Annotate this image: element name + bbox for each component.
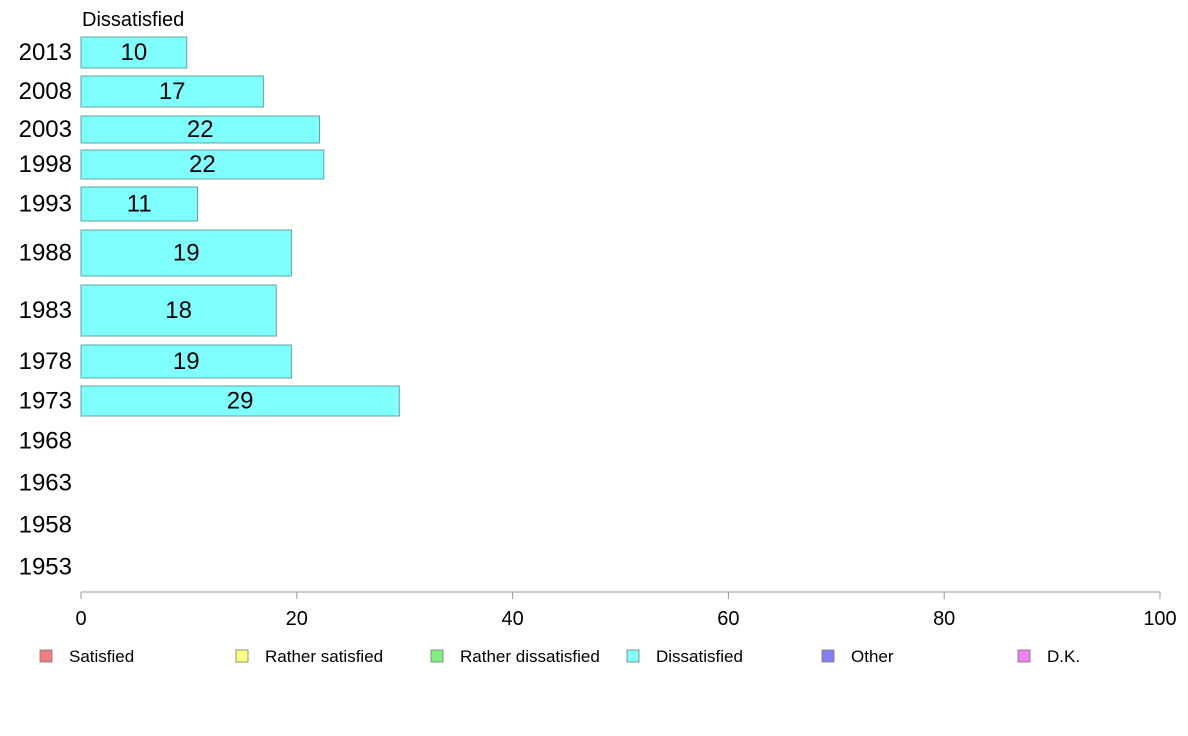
category-label-1993: 1993	[19, 191, 72, 218]
category-labels: 2013 2008 2003 1998 1993 1988 1983 1978 1973 1968…	[19, 39, 72, 581]
x-tick-label-40: 40	[501, 608, 523, 630]
legend-swatch-rather-dissatisfied	[430, 649, 444, 663]
legend-swatch-dissatisfied	[626, 649, 640, 663]
bar-2003	[80, 115, 320, 144]
bar-value-label-2013: 10	[121, 39, 148, 66]
bar-1998	[80, 149, 325, 180]
bar-value-label-2008: 17	[159, 78, 186, 105]
category-label-1973: 1973	[19, 388, 72, 415]
legend-label-rather-dissatisfied: Rather dissatisfied	[460, 647, 600, 666]
category-label-2013: 2013	[19, 39, 72, 66]
category-label-1998: 1998	[19, 151, 72, 178]
panel-title: Dissatisfied	[82, 9, 184, 31]
legend-swatch-rather-satisfied	[235, 649, 249, 663]
category-label-1953: 1953	[19, 554, 72, 581]
bar-1983	[80, 284, 277, 337]
bar-2013	[80, 36, 188, 69]
x-tick-label-0: 0	[75, 608, 86, 630]
legend: Satisfied Rather satisfied Rather dissatis…	[39, 647, 1080, 666]
x-tick-label-100: 100	[1143, 608, 1176, 630]
legend-label-satisfied: Satisfied	[69, 647, 134, 666]
x-tick-label-20: 20	[286, 608, 308, 630]
category-label-1983: 1983	[19, 297, 72, 324]
bar-value-label-1983: 18	[165, 297, 192, 324]
bar-value-label-2003: 22	[187, 116, 214, 143]
bar-1993	[80, 186, 199, 222]
category-label-2008: 2008	[19, 78, 72, 105]
category-label-1968: 1968	[19, 428, 72, 455]
legend-label-other: Other	[851, 647, 894, 666]
bar-1978	[80, 344, 292, 379]
legend-label-dissatisfied: Dissatisfied	[656, 647, 743, 666]
category-label-1963: 1963	[19, 470, 72, 497]
bar-2008	[80, 75, 264, 108]
bar-value-label-1998: 22	[189, 151, 216, 178]
category-label-1988: 1988	[19, 240, 72, 267]
x-axis: 0 20 40 60 80 100	[75, 591, 1177, 630]
bar-value-label-1988: 19	[173, 240, 200, 267]
bar-value-label-1993: 11	[127, 191, 152, 218]
bar-value-label-1973: 29	[227, 388, 254, 415]
category-label-1978: 1978	[19, 348, 72, 375]
bar-1988	[80, 229, 292, 277]
bar-value-label-1978: 19	[173, 348, 200, 375]
legend-swatch-d-k	[1017, 649, 1031, 663]
legend-swatch-other	[821, 649, 835, 663]
category-label-2003: 2003	[19, 116, 72, 143]
legend-swatch-satisfied	[39, 649, 53, 663]
x-tick-label-80: 80	[933, 608, 955, 630]
legend-label-d-k: D.K.	[1047, 647, 1080, 666]
x-tick-label-60: 60	[717, 608, 739, 630]
legend-label-rather-satisfied: Rather satisfied	[265, 647, 383, 666]
bar-1973	[80, 385, 400, 417]
category-label-1958: 1958	[19, 512, 72, 539]
